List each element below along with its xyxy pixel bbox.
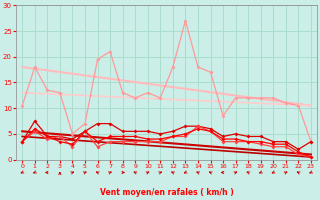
X-axis label: Vent moyen/en rafales ( km/h ): Vent moyen/en rafales ( km/h )	[100, 188, 234, 197]
